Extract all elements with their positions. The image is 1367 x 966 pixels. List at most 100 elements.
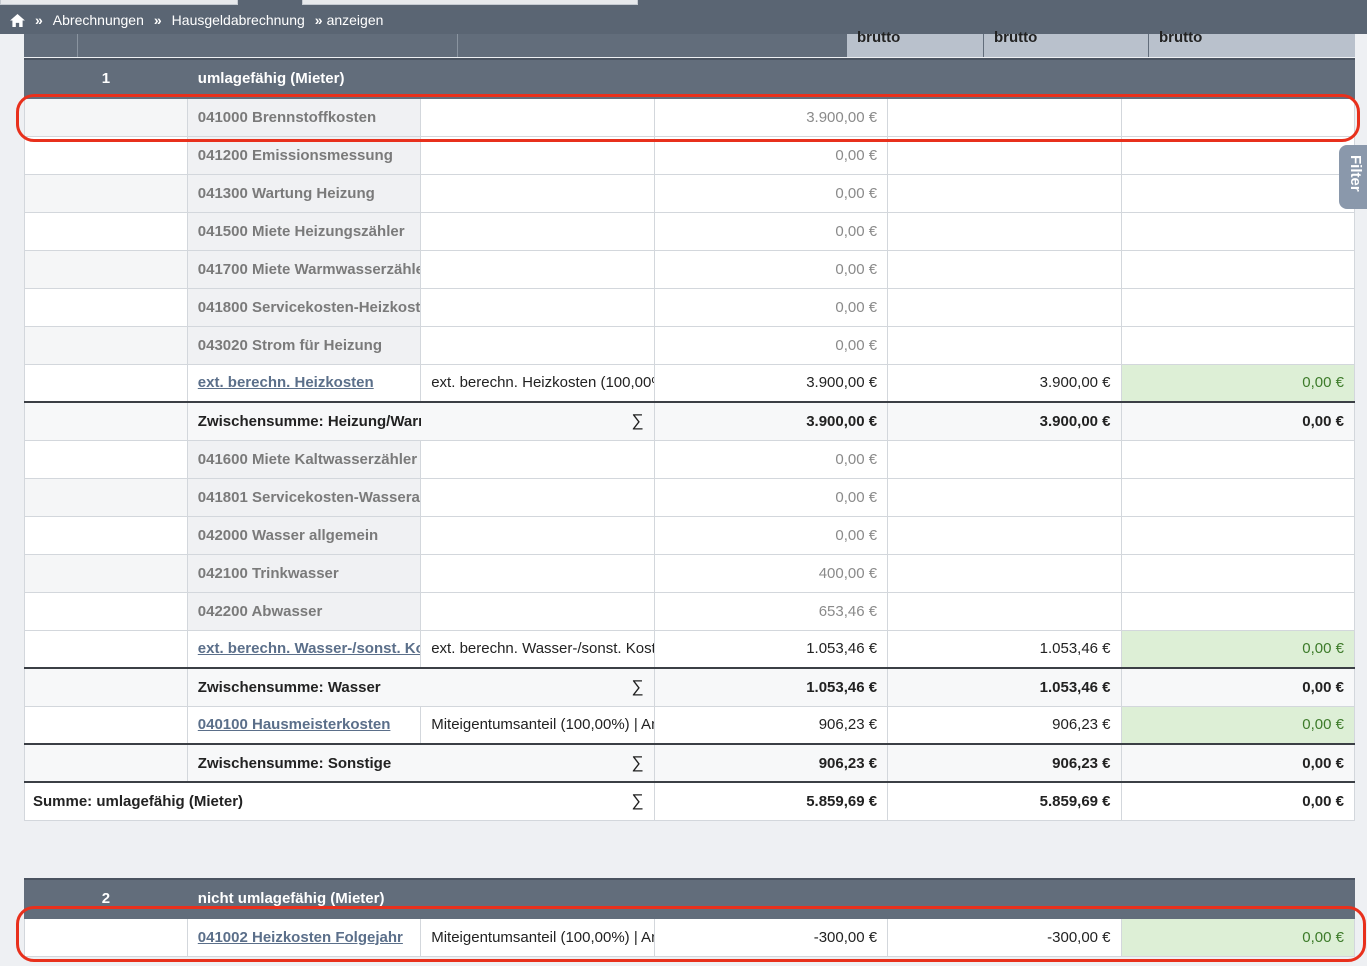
- column-header-brutto-2[interactable]: brutto: [984, 30, 1148, 57]
- row-spacer: [24, 135, 188, 175]
- distribution-key-cell: [420, 439, 655, 479]
- row-spacer: [24, 325, 188, 365]
- brutto-amount: 0,00 €: [653, 173, 889, 213]
- table-row: 043020 Strom für Heizung 0,00 €: [24, 325, 1356, 365]
- brutto-amount: 906,23 €: [653, 705, 889, 745]
- ext-heizkosten-cell: ext. berechn. Heizkosten: [186, 363, 422, 403]
- row-spacer: [24, 211, 188, 251]
- cost-account-label: 041800 Servicekosten-Heizkostenabrechnun…: [186, 287, 422, 327]
- table-row: 041200 Emissionsmessung 0,00 €: [24, 135, 1356, 175]
- difference-amount: 0,00 €: [1120, 629, 1356, 669]
- cost-account-label: 041000 Brennstoffkosten: [186, 97, 422, 137]
- column-header-brutto-1[interactable]: brutto: [847, 30, 983, 57]
- cost-account-label: 041300 Wartung Heizung: [186, 173, 422, 213]
- empty-cell: [1120, 173, 1356, 213]
- subtotal-row-heizung: Zwischensumme: Heizung/Warmwasser ∑ 3.90…: [24, 401, 1356, 441]
- empty-cell: [1120, 97, 1356, 137]
- subtotal-distributed: 3.900,00 €: [887, 401, 1122, 441]
- ext-wasser-link[interactable]: ext. berechn. Wasser-/sonst. Kosten: [197, 640, 420, 658]
- section-header-row: 1 umlagefähig (Mieter): [24, 58, 1356, 99]
- empty-cell: [887, 173, 1122, 213]
- total-row: Summe: umlagefähig (Mieter) ∑ 5.859,69 €…: [23, 781, 1356, 821]
- distributed-amount: -300,00 €: [887, 917, 1122, 957]
- brutto-amount: 3.900,00 €: [653, 363, 889, 403]
- table-row: 041600 Miete Kaltwasserzähler 0,00 €: [24, 439, 1356, 479]
- brutto-amount: 0,00 €: [653, 515, 889, 555]
- column-divider: [77, 34, 78, 57]
- distribution-key-cell: [420, 553, 655, 593]
- heizkosten-folgejahr-link[interactable]: 041002 Heizkosten Folgejahr: [197, 928, 403, 946]
- table-row-ext-heizkosten: ext. berechn. Heizkosten ext. berechn. H…: [24, 363, 1356, 403]
- breadcrumb-abrechnungen[interactable]: Abrechnungen: [52, 12, 144, 28]
- brutto-amount: -300,00 €: [653, 917, 889, 957]
- sigma-icon: ∑: [420, 401, 655, 441]
- subtotal-brutto: 3.900,00 €: [653, 401, 889, 441]
- empty-cell: [887, 135, 1122, 175]
- distribution-key: ext. berechn. Heizkosten (100,00%) | €: [420, 363, 655, 403]
- empty-cell: [1120, 553, 1356, 593]
- filter-side-tab[interactable]: Filter: [1339, 145, 1367, 209]
- column-header-brutto-3[interactable]: brutto: [1149, 30, 1355, 57]
- empty-cell: [1120, 325, 1356, 365]
- empty-cell: [1120, 287, 1356, 327]
- table-row: 042000 Wasser allgemein 0,00 €: [24, 515, 1356, 555]
- hausmeister-link[interactable]: 040100 Hausmeisterkosten: [197, 716, 391, 734]
- tab-strip-right: [302, 0, 638, 5]
- subtotal-difference: 0,00 €: [1120, 743, 1356, 783]
- table-row-ext-wasser: ext. berechn. Wasser-/sonst. Kosten ext.…: [24, 629, 1356, 669]
- table-row: 041000 Brennstoffkosten 3.900,00 €: [24, 97, 1356, 137]
- table-row: 042100 Trinkwasser 400,00 €: [24, 553, 1356, 593]
- brutto-amount: 3.900,00 €: [653, 97, 889, 137]
- empty-cell: [1120, 591, 1356, 631]
- row-spacer: [24, 477, 188, 517]
- subtotal-row-sonstige: Zwischensumme: Sonstige ∑ 906,23 € 906,2…: [24, 743, 1356, 783]
- row-spacer: [24, 97, 188, 137]
- distribution-key-cell: [420, 135, 655, 175]
- row-spacer: [24, 591, 188, 631]
- cost-account-label: 041500 Miete Heizungszähler: [186, 211, 422, 251]
- subtotal-label: Zwischensumme: Heizung/Warmwasser: [186, 401, 421, 441]
- total-distributed: 5.859,69 €: [887, 781, 1122, 821]
- table-row: 041300 Wartung Heizung 0,00 €: [24, 173, 1356, 213]
- distribution-key-cell: [420, 477, 655, 517]
- difference-amount: 0,00 €: [1120, 705, 1356, 745]
- brutto-amount: 1.053,46 €: [653, 629, 889, 669]
- brutto-amount: 0,00 €: [653, 249, 889, 289]
- cost-account-label: 041700 Miete Warmwasserzähler: [186, 249, 422, 289]
- section-header-row: 2 nicht umlagefähig (Mieter): [24, 878, 1356, 919]
- table-row: 041801 Servicekosten-Wasserabrechnung 0,…: [24, 477, 1356, 517]
- row-spacer: [24, 553, 188, 593]
- table-row-heizkosten-folgejahr: 041002 Heizkosten Folgejahr Miteigentums…: [24, 917, 1356, 957]
- table-row: 041700 Miete Warmwasserzähler 0,00 €: [24, 249, 1356, 289]
- distribution-key: ext. berechn. Wasser-/sonst. Kosten (100…: [420, 629, 655, 669]
- subtotal-brutto: 906,23 €: [653, 743, 889, 783]
- home-icon[interactable]: [10, 13, 25, 27]
- table-column-header: brutto brutto brutto: [24, 30, 1355, 57]
- empty-cell: [1120, 439, 1356, 479]
- row-spacer: [24, 515, 188, 555]
- tab-strip-left: [0, 0, 238, 5]
- empty-cell: [1120, 135, 1356, 175]
- sigma-icon: ∑: [420, 781, 655, 821]
- empty-cell: [887, 477, 1122, 517]
- distribution-key-cell: [420, 97, 655, 137]
- heizkosten-folgejahr-cell: 041002 Heizkosten Folgejahr: [186, 917, 422, 957]
- brutto-amount: 0,00 €: [653, 439, 889, 479]
- subtotal-difference: 0,00 €: [1120, 667, 1356, 707]
- distribution-key-cell: [420, 287, 655, 327]
- distribution-key: Miteigentumsanteil (100,00%) | Anzahl: [420, 917, 655, 957]
- empty-cell: [887, 287, 1122, 327]
- section-title: nicht umlagefähig (Mieter): [186, 878, 1356, 919]
- subtotal-difference: 0,00 €: [1120, 401, 1356, 441]
- breadcrumb-separator: »: [35, 12, 43, 28]
- ext-heizkosten-link[interactable]: ext. berechn. Heizkosten: [197, 374, 374, 392]
- breadcrumb-hausgeldabrechnung[interactable]: Hausgeldabrechnung: [171, 12, 305, 28]
- row-spacer: [24, 917, 188, 957]
- distribution-key-cell: [420, 211, 655, 251]
- empty-cell: [887, 325, 1122, 365]
- top-navigation-bar: » Abrechnungen » Hausgeldabrechnung » an…: [0, 0, 1367, 34]
- row-spacer: [24, 705, 188, 745]
- subtotal-brutto: 1.053,46 €: [653, 667, 889, 707]
- table-row: 041500 Miete Heizungszähler 0,00 €: [24, 211, 1356, 251]
- row-spacer: [24, 287, 188, 327]
